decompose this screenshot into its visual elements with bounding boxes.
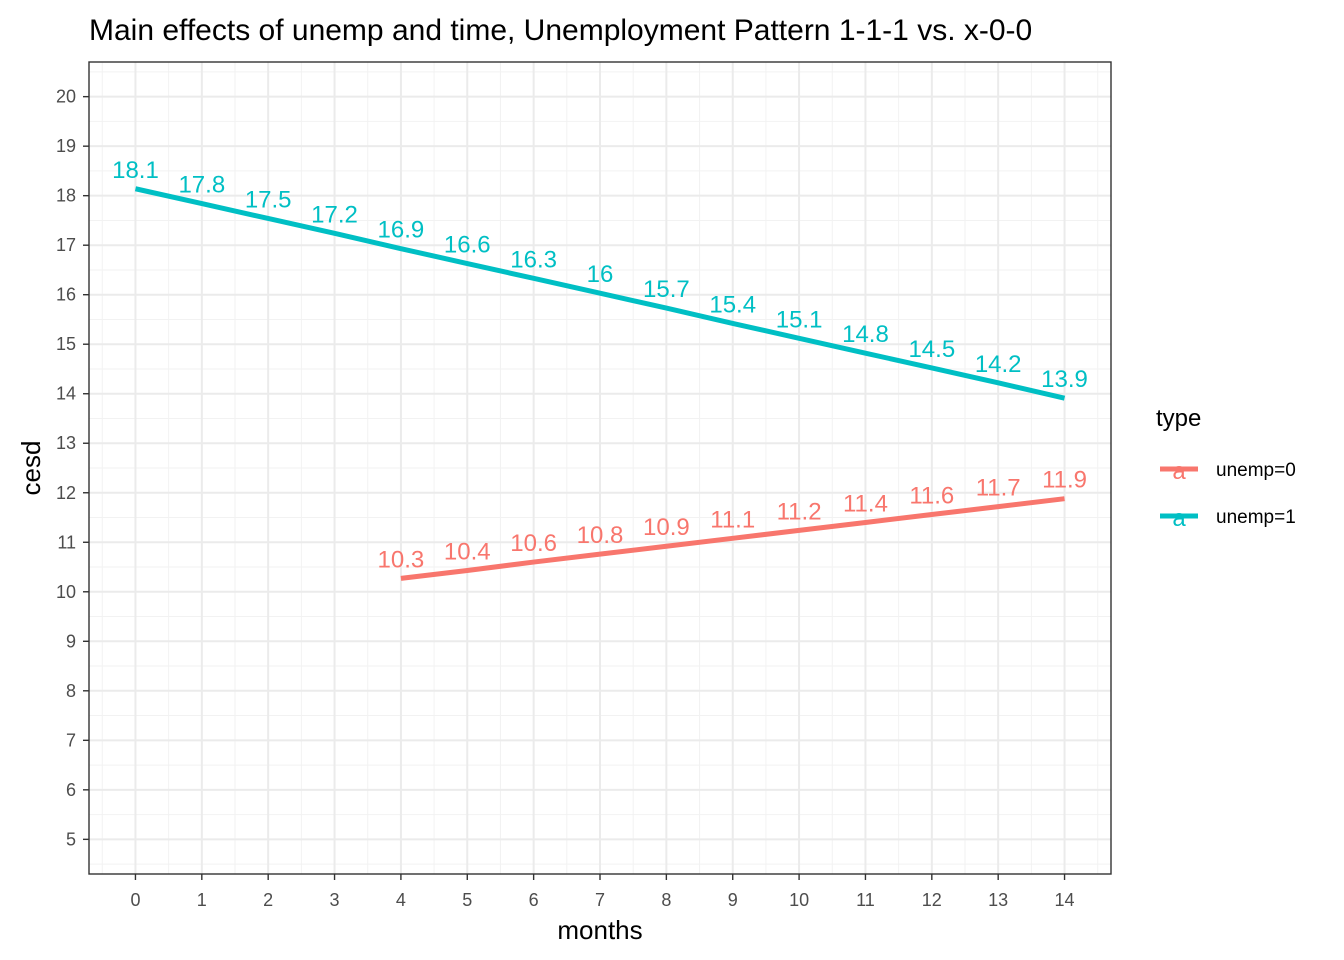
- legend-key-glyph: a: [1172, 458, 1186, 485]
- y-tick-label: 6: [66, 780, 76, 800]
- data-label: 11.2: [777, 498, 822, 525]
- legend: type a unemp=0 a unemp=1: [1156, 405, 1296, 532]
- x-tick-label: 1: [197, 890, 207, 910]
- data-label: 14.8: [842, 321, 889, 348]
- y-tick-label: 10: [56, 582, 76, 602]
- data-label: 11.9: [1042, 467, 1087, 494]
- data-label: 16.6: [444, 232, 491, 259]
- x-axis: 0 1 2 3 4 5 6 7 8 9 10 11 12 13 14: [130, 874, 1075, 910]
- data-label: 15.7: [643, 276, 690, 303]
- data-labels: 10.3 10.4 10.6 10.8 10.9 11.1 11.2 11.4 11.6 11.7…: [112, 157, 1088, 574]
- data-label: 16: [587, 261, 614, 288]
- x-axis-title: months: [557, 915, 642, 945]
- data-label: 10.6: [510, 530, 557, 557]
- x-tick-label: 5: [462, 890, 472, 910]
- y-axis-title: cesd: [16, 441, 46, 496]
- data-label: 16.9: [378, 217, 425, 244]
- x-tick-label: 11: [856, 890, 875, 910]
- data-label: 11.4: [843, 490, 888, 517]
- grid-major: [89, 62, 1111, 874]
- data-label: 15.1: [776, 306, 823, 333]
- x-tick-label: 14: [1055, 890, 1075, 910]
- y-tick-label: 9: [66, 631, 76, 651]
- data-label: 16.3: [510, 246, 557, 273]
- y-tick-label: 17: [56, 235, 76, 255]
- x-tick-label: 4: [396, 890, 406, 910]
- legend-label: unemp=0: [1216, 460, 1296, 481]
- x-tick-label: 13: [988, 890, 1008, 910]
- series-line-unemp=1: [134, 186, 1066, 401]
- series-line-unemp=0: [400, 496, 1065, 581]
- data-label: 10.9: [643, 514, 690, 541]
- y-tick-label: 18: [56, 186, 76, 206]
- y-tick-label: 7: [66, 730, 76, 750]
- y-tick-label: 16: [56, 285, 76, 305]
- y-tick-label: 8: [66, 681, 76, 701]
- y-tick-label: 11: [57, 532, 76, 552]
- y-tick-label: 19: [56, 136, 76, 156]
- legend-key-glyph: a: [1172, 505, 1186, 532]
- data-label: 11.1: [710, 506, 755, 533]
- y-tick-label: 12: [56, 483, 76, 503]
- data-label: 10.8: [577, 522, 624, 549]
- data-label: 10.3: [378, 546, 425, 573]
- data-label: 10.4: [444, 538, 491, 565]
- x-tick-label: 9: [728, 890, 738, 910]
- data-label: 17.2: [311, 201, 358, 228]
- x-tick-label: 7: [595, 890, 605, 910]
- legend-label: unemp=1: [1216, 507, 1296, 528]
- data-label: 17.8: [178, 172, 225, 199]
- y-tick-label: 15: [56, 334, 76, 354]
- x-tick-label: 0: [130, 890, 140, 910]
- y-tick-label: 20: [56, 87, 76, 107]
- data-label: 14.5: [908, 336, 955, 363]
- data-label: 11.6: [909, 483, 954, 510]
- x-tick-label: 8: [661, 890, 671, 910]
- x-tick-label: 3: [330, 890, 340, 910]
- data-label: 14.2: [975, 351, 1022, 378]
- data-label: 15.4: [709, 291, 756, 318]
- data-label: 18.1: [112, 157, 159, 184]
- y-tick-label: 5: [66, 829, 76, 849]
- series-layer: [134, 186, 1066, 581]
- x-tick-label: 2: [263, 890, 273, 910]
- data-label: 13.9: [1041, 366, 1088, 393]
- x-tick-label: 12: [922, 890, 942, 910]
- y-tick-label: 14: [56, 384, 76, 404]
- x-tick-label: 6: [529, 890, 539, 910]
- x-tick-label: 10: [789, 890, 809, 910]
- legend-title: type: [1156, 405, 1201, 432]
- data-label: 11.7: [976, 475, 1021, 502]
- y-tick-label: 13: [56, 433, 76, 453]
- chart-title: Main effects of unemp and time, Unemploy…: [89, 14, 1032, 47]
- data-label: 17.5: [245, 186, 292, 213]
- y-axis: 5 6 7 8 9 10 11 12 13 14 15 16 17 18 19 20: [56, 87, 89, 849]
